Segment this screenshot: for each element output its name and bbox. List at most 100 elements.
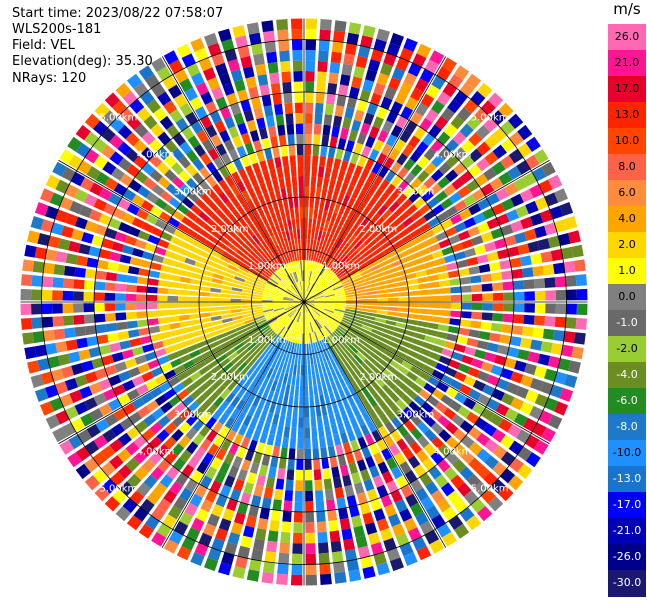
range-gate [253, 538, 265, 551]
range-gate [94, 303, 105, 312]
range-gate [159, 474, 174, 489]
range-gate [138, 65, 154, 81]
colorbar-cell [608, 232, 646, 259]
range-gate [367, 184, 378, 196]
range-gate [295, 332, 299, 344]
range-gate [319, 29, 331, 41]
range-gate [347, 359, 357, 370]
range-gate [178, 314, 190, 321]
range-ring-label: 5.00km [471, 112, 509, 123]
range-gate [226, 429, 237, 442]
range-gate [418, 308, 430, 315]
range-gate [232, 135, 243, 149]
range-gate [210, 379, 222, 391]
range-gate [331, 466, 340, 479]
range-gate [366, 209, 377, 220]
range-gate [460, 285, 472, 293]
range-gate [369, 465, 380, 478]
range-gate [477, 82, 493, 98]
range-gate [274, 359, 282, 371]
range-gate [360, 469, 371, 482]
range-gate [348, 268, 359, 276]
range-gate [395, 475, 408, 489]
range-gate [554, 316, 567, 328]
range-gate [558, 358, 571, 371]
range-gate [327, 336, 335, 346]
range-gate [207, 359, 219, 370]
range-gate [324, 303, 336, 306]
range-gate [384, 324, 396, 331]
range-gate [341, 242, 350, 253]
range-gate [125, 303, 137, 311]
range-gate [93, 434, 108, 449]
range-gate [52, 303, 63, 314]
range-gate [367, 196, 378, 209]
range-gate [446, 262, 458, 271]
range-gate [70, 417, 85, 432]
range-gate [444, 340, 456, 350]
range-gate [131, 217, 145, 229]
range-gate [489, 332, 501, 343]
range-gate [275, 348, 283, 360]
range-gate [383, 157, 395, 170]
range-gate [333, 115, 343, 128]
range-gate [313, 292, 324, 298]
range-gate [305, 92, 314, 103]
range-gate [277, 468, 286, 480]
range-gate [406, 278, 418, 285]
range-gate [227, 380, 238, 392]
range-gate [172, 457, 186, 472]
range-gate [416, 183, 429, 196]
range-gate [438, 238, 451, 249]
range-gate [397, 228, 410, 239]
range-gate [400, 106, 414, 120]
range-gate [476, 254, 489, 264]
range-gate [75, 124, 91, 141]
range-gate [221, 285, 232, 291]
range-gate [563, 260, 576, 273]
range-gate [248, 370, 258, 381]
range-gate [76, 337, 88, 349]
range-gate [198, 365, 211, 376]
range-gate [200, 152, 212, 166]
range-gate [492, 292, 504, 301]
range-gate [284, 294, 295, 299]
range-gate [308, 282, 314, 293]
range-gate [501, 270, 513, 280]
range-gate [416, 43, 432, 58]
range-gate [387, 311, 398, 317]
range-gate [298, 312, 302, 323]
range-gate [542, 264, 555, 276]
range-gate [238, 265, 250, 274]
range-gate [566, 303, 577, 315]
range-gate [281, 351, 288, 362]
range-gate [294, 271, 299, 282]
range-gate [333, 30, 346, 43]
range-gate [83, 303, 95, 313]
range-gate [346, 96, 358, 109]
range-gate [477, 506, 493, 522]
range-gate [291, 321, 297, 332]
range-gate [459, 170, 474, 184]
range-gate [271, 235, 278, 246]
range-gate [398, 307, 409, 313]
range-gate [365, 287, 377, 292]
range-gate [244, 339, 255, 348]
range-gate [293, 511, 303, 523]
range-gate [478, 331, 491, 341]
range-gate [306, 270, 309, 282]
range-gate [231, 384, 242, 395]
range-gate [253, 220, 262, 232]
range-gate [249, 174, 259, 187]
range-gate [461, 354, 474, 365]
range-gate [428, 281, 440, 289]
range-gate [251, 359, 261, 370]
range-gate [265, 265, 275, 274]
range-gate [346, 265, 357, 274]
range-gate [182, 359, 195, 370]
azimuth-line [303, 159, 550, 303]
range-gate [304, 239, 307, 250]
range-gate [256, 278, 267, 285]
range-gate [366, 290, 377, 295]
